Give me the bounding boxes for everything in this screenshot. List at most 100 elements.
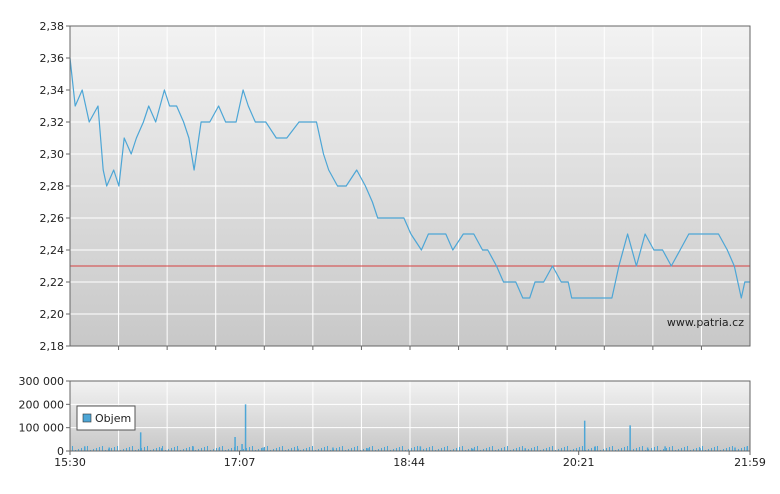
volume-noise-bar <box>294 447 295 451</box>
volume-bar <box>367 448 369 451</box>
volume-noise-bar <box>309 447 310 451</box>
volume-noise-bar <box>96 448 97 451</box>
volume-noise-bar <box>669 447 670 451</box>
volume-noise-bar <box>126 448 127 451</box>
x-tick-label: 15:30 <box>54 456 86 469</box>
volume-noise-bar <box>342 446 343 451</box>
price-y-tick-label: 2,18 <box>40 340 65 353</box>
volume-noise-bar <box>678 449 679 451</box>
volume-noise-bar <box>198 449 199 451</box>
volume-noise-bar <box>642 446 643 451</box>
volume-noise-bar <box>552 446 553 451</box>
volume-noise-bar <box>123 449 124 451</box>
x-tick-label: 20:21 <box>563 456 595 469</box>
volume-noise-bar <box>426 448 427 451</box>
volume-noise-bar <box>312 446 313 451</box>
volume-noise-bar <box>189 447 190 451</box>
price-y-tick-label: 2,24 <box>40 244 65 257</box>
volume-noise-bar <box>168 449 169 451</box>
volume-noise-bar <box>513 449 514 451</box>
price-y-tick-label: 2,20 <box>40 308 65 321</box>
volume-bar <box>472 448 474 451</box>
volume-noise-bar <box>438 449 439 451</box>
volume-noise-bar <box>609 447 610 451</box>
volume-noise-bar <box>738 449 739 451</box>
volume-noise-bar <box>639 447 640 451</box>
volume-noise-bar <box>363 449 364 451</box>
volume-bar <box>262 447 264 451</box>
volume-noise-bar <box>267 446 268 451</box>
volume-noise-bar <box>633 449 634 451</box>
volume-noise-bar <box>528 449 529 451</box>
price-y-tick-label: 2,36 <box>40 52 65 65</box>
price-y-tick-label: 2,28 <box>40 180 65 193</box>
volume-bar <box>139 432 142 451</box>
legend-label: Objem <box>95 412 131 425</box>
volume-noise-bar <box>411 448 412 451</box>
volume-bar <box>583 420 586 451</box>
volume-noise-bar <box>474 447 475 451</box>
volume-noise-bar <box>339 447 340 451</box>
volume-noise-bar <box>393 449 394 451</box>
volume-noise-bar <box>561 448 562 451</box>
volume-noise-bar <box>648 449 649 451</box>
volume-noise-bar <box>576 448 577 451</box>
price-y-tick-label: 2,32 <box>40 116 65 129</box>
volume-noise-bar <box>732 446 733 451</box>
volume-noise-bar <box>654 447 655 451</box>
volume-noise-bar <box>537 446 538 451</box>
volume-bar <box>83 446 86 451</box>
volume-noise-bar <box>429 447 430 451</box>
volume-noise-bar <box>216 448 217 451</box>
volume-noise-bar <box>711 448 712 451</box>
volume-noise-bar <box>246 448 247 451</box>
volume-noise-bar <box>546 448 547 451</box>
volume-noise-bar <box>114 447 115 451</box>
volume-noise-bar <box>477 446 478 451</box>
volume-noise-bar <box>621 448 622 451</box>
volume-noise-bar <box>459 447 460 451</box>
volume-noise-bar <box>729 447 730 451</box>
volume-noise-bar <box>249 447 250 451</box>
volume-noise-bar <box>162 446 163 451</box>
volume-noise-bar <box>591 448 592 451</box>
volume-noise-bar <box>399 447 400 451</box>
volume-noise-bar <box>663 449 664 451</box>
volume-noise-bar <box>117 446 118 451</box>
price-y-tick-label: 2,26 <box>40 212 65 225</box>
volume-noise-bar <box>627 446 628 451</box>
volume-noise-bar <box>504 447 505 451</box>
volume-noise-bar <box>258 449 259 451</box>
volume-noise-bar <box>471 448 472 451</box>
volume-bar <box>108 447 110 451</box>
volume-noise-bar <box>444 447 445 451</box>
volume-noise-bar <box>624 447 625 451</box>
volume-y-tick-label: 200 000 <box>19 398 65 411</box>
volume-bar <box>297 448 299 451</box>
volume-noise-bar <box>687 446 688 451</box>
volume-noise-bar <box>372 446 373 451</box>
volume-noise-bar <box>297 446 298 451</box>
volume-noise-bar <box>324 447 325 451</box>
volume-noise-bar <box>132 446 133 451</box>
volume-noise-bar <box>588 449 589 451</box>
volume-noise-bar <box>282 446 283 451</box>
volume-noise-bar <box>579 447 580 451</box>
volume-noise-bar <box>726 448 727 451</box>
volume-noise-bar <box>354 447 355 451</box>
volume-noise-bar <box>369 447 370 451</box>
volume-bar <box>524 448 526 451</box>
volume-noise-bar <box>87 446 88 451</box>
watermark-text: www.patria.cz <box>667 316 744 329</box>
volume-noise-bar <box>441 448 442 451</box>
volume-noise-bar <box>507 446 508 451</box>
volume-noise-bar <box>522 446 523 451</box>
volume-noise-bar <box>693 449 694 451</box>
volume-y-tick-label: 100 000 <box>19 422 65 435</box>
volume-noise-bar <box>153 449 154 451</box>
volume-noise-bar <box>81 448 82 451</box>
volume-noise-bar <box>144 447 145 451</box>
volume-noise-bar <box>603 449 604 451</box>
legend-swatch <box>82 413 92 423</box>
volume-noise-bar <box>288 449 289 451</box>
